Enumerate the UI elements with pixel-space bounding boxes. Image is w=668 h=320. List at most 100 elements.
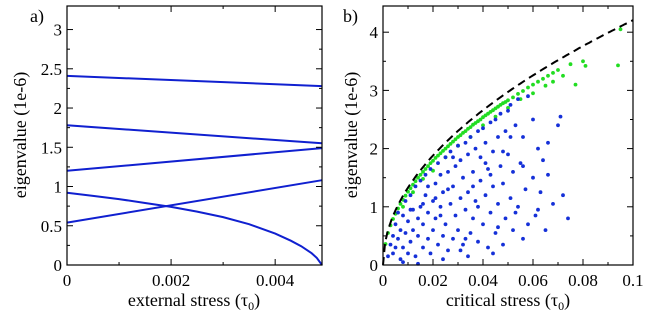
- blue-scatter-point: [416, 216, 420, 221]
- blue-scatter-point: [513, 210, 518, 215]
- panel-0-ytick-label: 2: [54, 99, 63, 118]
- blue-scatter-point: [423, 172, 428, 177]
- panel-b: b) 0 0.02 0.04 0.06 0.08 0.1 0 1 2 3 4 critical st…: [341, 5, 644, 313]
- blue-scatter-point: [461, 175, 465, 180]
- blue-scatter-point: [483, 193, 488, 198]
- green-scatter-point: [403, 193, 408, 198]
- green-scatter-point: [416, 175, 420, 180]
- panel-0-ytick-label: 0: [54, 256, 63, 275]
- blue-scatter-point: [466, 190, 470, 195]
- green-scatter-point: [433, 156, 438, 160]
- blue-scatter-point: [526, 222, 530, 227]
- panel-a-ticks: 0 0.002 0.004 0 0.5 1 1.5 2 2.5 3: [41, 6, 322, 290]
- green-scatter-point: [551, 71, 555, 75]
- blue-scatter-point: [441, 190, 445, 195]
- blue-scatter-point: [538, 190, 543, 195]
- green-scatter-point: [521, 89, 525, 93]
- blue-scatter-point: [488, 210, 493, 215]
- green-scatter-point: [546, 73, 550, 78]
- green-scatter-point: [401, 204, 405, 209]
- blue-scatter-point: [448, 149, 453, 154]
- blue-scatter-point: [466, 254, 470, 259]
- blue-scatter-point: [468, 231, 473, 235]
- blue-scatter-point: [401, 213, 405, 218]
- green-scatter-point: [493, 114, 498, 119]
- blue-scatter-point: [498, 164, 503, 169]
- blue-scatter-point: [473, 199, 478, 203]
- green-scatter-point: [446, 144, 450, 149]
- green-scatter-point: [511, 95, 515, 100]
- blue-scatter-point: [431, 199, 435, 203]
- blue-scatter-point: [426, 236, 430, 241]
- blue-scatter-point: [533, 213, 538, 218]
- green-scatter-point: [573, 82, 578, 87]
- blue-scatter-point: [456, 228, 460, 233]
- panel-a-series-line-5: [66, 191, 323, 266]
- green-scatter-point: [556, 68, 560, 72]
- blue-scatter-point: [448, 202, 453, 206]
- blue-scatter-point: [561, 193, 565, 198]
- blue-scatter-point: [413, 184, 418, 189]
- blue-scatter-point: [531, 175, 535, 180]
- blue-scatter-point: [471, 216, 475, 221]
- blue-scatter-point: [491, 149, 495, 154]
- panel-b-ylabel: eigenvalue (1e-6): [341, 72, 362, 198]
- panel-b-label: b): [343, 6, 358, 27]
- panel-1-xtick-label: 0.02: [418, 271, 448, 290]
- blue-scatter-point: [498, 111, 503, 116]
- blue-scatter-point: [458, 158, 463, 163]
- blue-scatter-point: [536, 146, 540, 151]
- blue-scatter-point: [441, 257, 445, 262]
- blue-scatter-point: [546, 140, 550, 145]
- green-scatter-point: [541, 76, 545, 81]
- blue-scatter-point: [493, 117, 498, 122]
- panel-a: a) 0 0.002 0.004 0 0.5 1 1.5 2 2.5 3 external str…: [10, 5, 323, 313]
- blue-scatter-point: [481, 222, 485, 227]
- blue-scatter-point: [486, 167, 490, 171]
- green-scatter-point: [448, 142, 453, 146]
- blue-scatter-point: [523, 187, 528, 192]
- panel-b-xlabel: critical stress (τ0): [446, 290, 570, 313]
- blue-scatter-point: [408, 193, 413, 198]
- blue-scatter-point: [483, 140, 488, 145]
- blue-scatter-point: [418, 178, 423, 183]
- blue-scatter-point: [488, 120, 493, 125]
- panel-b-dashed-curve: [382, 19, 634, 266]
- blue-scatter-point: [476, 204, 480, 209]
- blue-scatter-point: [451, 184, 455, 189]
- blue-scatter-point: [566, 216, 570, 221]
- blue-scatter-point: [521, 135, 525, 139]
- panel-1-ytick-label: 2: [370, 140, 379, 159]
- green-scatter-point: [398, 202, 403, 206]
- blue-scatter-point: [521, 236, 525, 241]
- panel-1-ytick-label: 4: [370, 23, 379, 42]
- blue-scatter-point: [418, 204, 423, 209]
- blue-scatter-point: [486, 245, 490, 250]
- green-scatter-point: [481, 123, 485, 128]
- blue-scatter-point: [546, 172, 550, 177]
- blue-scatter-point: [436, 242, 440, 247]
- blue-scatter-point: [463, 207, 468, 212]
- green-scatter-point: [436, 153, 440, 158]
- blue-scatter-point: [493, 231, 498, 235]
- panel-0-ytick-label: 1: [54, 178, 63, 197]
- green-scatter-point: [463, 129, 468, 134]
- blue-scatter-point: [406, 219, 410, 224]
- green-scatter-point: [536, 79, 540, 84]
- green-scatter-point: [418, 172, 423, 177]
- blue-scatter-point: [556, 123, 560, 128]
- blue-scatter-point: [458, 248, 463, 253]
- blue-scatter-point: [443, 222, 448, 227]
- blue-scatter-point: [433, 181, 438, 186]
- blue-scatter-point: [506, 152, 510, 157]
- blue-scatter-point: [411, 228, 415, 233]
- blue-scatter-point: [468, 135, 473, 139]
- panel-0-xtick-label: 0.002: [152, 271, 190, 290]
- blue-scatter-point: [491, 251, 495, 256]
- green-scatter-point: [413, 179, 418, 184]
- panel-1-ytick-label: 1: [370, 198, 379, 217]
- blue-scatter-point: [558, 114, 563, 119]
- green-scatter-point: [423, 167, 428, 171]
- blue-scatter-point: [438, 213, 443, 218]
